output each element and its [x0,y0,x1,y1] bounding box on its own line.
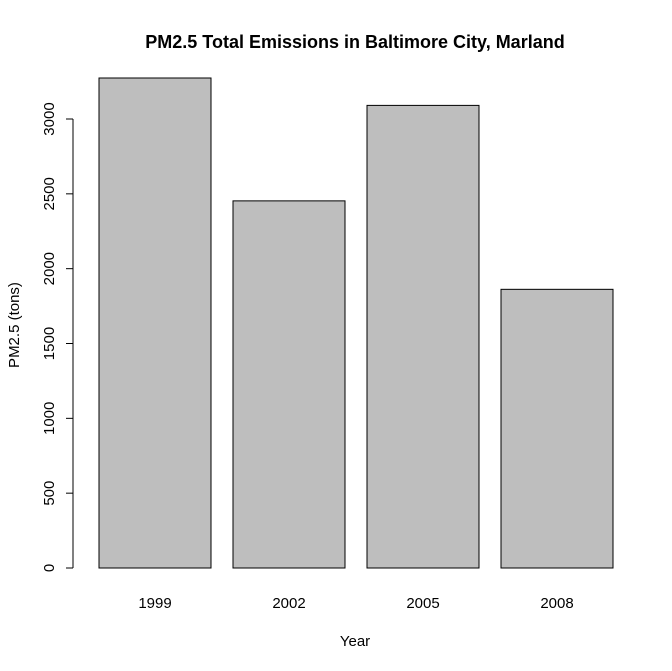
y-axis-label: PM2.5 (tons) [6,282,23,368]
bar-2005 [366,104,480,569]
bar-2002 [232,200,346,569]
y-tick-label: 2500 [41,177,58,210]
y-axis: 0 500 1000 1500 2000 2500 3000 [41,102,74,572]
x-tick-label: 2005 [406,595,439,612]
y-tick-label: 500 [41,481,58,506]
y-tick-label: 1500 [41,327,58,360]
bar-2008 [500,288,614,569]
y-tick-label: 0 [41,564,58,572]
x-axis-label: Year [340,633,370,650]
y-tick-label: 1000 [41,402,58,435]
bars-group [98,77,614,569]
x-tick-label: 2002 [272,595,305,612]
x-tick-label: 2008 [540,595,573,612]
x-tick-label: 1999 [138,595,171,612]
y-tick-label: 3000 [41,102,58,135]
chart-title: PM2.5 Total Emissions in Baltimore City,… [145,32,564,52]
y-tick-label: 2000 [41,252,58,285]
bar-1999 [98,77,212,569]
x-tick-labels: 1999 2002 2005 2008 [138,595,573,612]
